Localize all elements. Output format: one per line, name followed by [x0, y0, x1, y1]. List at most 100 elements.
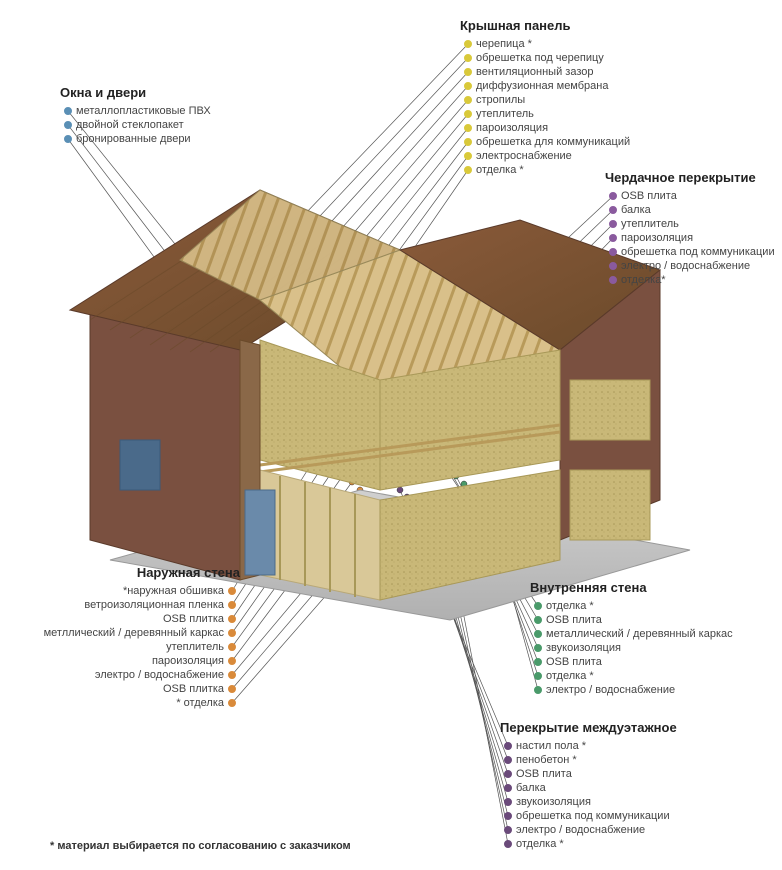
legend-label: отделка * — [476, 163, 524, 177]
legend-label: металлопластиковые ПВХ — [76, 104, 211, 118]
legend-item: OSB плита — [530, 655, 733, 669]
legend-label: метллический / деревянный каркас — [44, 626, 224, 640]
legend-item: настил пола * — [500, 739, 677, 753]
legend-label: электро / водоснабжение — [621, 259, 750, 273]
bullet-icon — [64, 107, 72, 115]
legend-item: стропилы — [460, 93, 630, 107]
legend-item: OSB плитка — [30, 682, 240, 696]
section-attic_floor: Чердачное перекрытие OSB плитабалкаутепли… — [605, 170, 775, 287]
legend-item: электро / водоснабжение — [605, 259, 775, 273]
legend-item: обрешетка для коммуникаций — [460, 135, 630, 149]
legend-label: электро / водоснабжение — [516, 823, 645, 837]
legend-label: пароизоляция — [476, 121, 548, 135]
legend-item: OSB плита — [500, 767, 677, 781]
section-windows_doors: Окна и двери металлопластиковые ПВХдвойно… — [60, 85, 211, 146]
bullet-icon — [64, 135, 72, 143]
legend-label: балка — [516, 781, 546, 795]
bullet-icon — [464, 96, 472, 104]
legend-item: метллический / деревянный каркас — [30, 626, 240, 640]
legend-label: OSB плитка — [163, 682, 224, 696]
bullet-icon — [504, 798, 512, 806]
section-roof_panel: Крышная панель черепица *обрешетка под че… — [460, 18, 630, 177]
legend-item: балка — [500, 781, 677, 795]
legend-item: электроснабжение — [460, 149, 630, 163]
bullet-icon — [504, 784, 512, 792]
legend-label: стропилы — [476, 93, 525, 107]
legend-label: электро / водоснабжение — [546, 683, 675, 697]
legend-item: электро / водоснабжение — [500, 823, 677, 837]
legend-label: OSB плита — [546, 655, 602, 669]
legend-item: двойной стеклопакет — [60, 118, 211, 132]
bullet-icon — [464, 68, 472, 76]
bullet-icon — [464, 138, 472, 146]
bullet-icon — [609, 192, 617, 200]
legend-item: диффузионная мембрана — [460, 79, 630, 93]
bullet-icon — [504, 812, 512, 820]
legend-item: пенобетон * — [500, 753, 677, 767]
legend-label: отделка * — [546, 669, 594, 683]
legend-item: черепица * — [460, 37, 630, 51]
legend-item: электро / водоснабжение — [30, 668, 240, 682]
bullet-icon — [464, 166, 472, 174]
bullet-icon — [609, 220, 617, 228]
section-title: Окна и двери — [60, 85, 211, 100]
legend-item: металлопластиковые ПВХ — [60, 104, 211, 118]
bullet-icon — [534, 630, 542, 638]
legend-item: бронированные двери — [60, 132, 211, 146]
legend-label: обрешетка для коммуникаций — [476, 135, 630, 149]
legend-label: OSB плитка — [163, 612, 224, 626]
legend-label: отделка* — [621, 273, 666, 287]
legend-label: вентиляционный зазор — [476, 65, 593, 79]
bullet-icon — [534, 686, 542, 694]
section-title: Чердачное перекрытие — [605, 170, 775, 185]
bullet-icon — [464, 82, 472, 90]
legend-item: пароизоляция — [460, 121, 630, 135]
bullet-icon — [534, 616, 542, 624]
legend-label: утеплитель — [476, 107, 534, 121]
section-title: Крышная панель — [460, 18, 630, 33]
legend-label: отделка * — [546, 599, 594, 613]
legend-item: утеплитель — [30, 640, 240, 654]
bullet-icon — [228, 587, 236, 595]
legend-item: отделка * — [530, 669, 733, 683]
legend-item: звукоизоляция — [530, 641, 733, 655]
legend-label: обрешетка под черепицу — [476, 51, 604, 65]
legend-item: отделка * — [530, 599, 733, 613]
bullet-icon — [609, 262, 617, 270]
bullet-icon — [228, 601, 236, 609]
legend-item: вентиляционный зазор — [460, 65, 630, 79]
section-exterior_wall: Наружная стена*наружная обшивкаветроизол… — [30, 565, 240, 710]
legend-item: утеплитель — [460, 107, 630, 121]
legend-label: металлический / деревянный каркас — [546, 627, 733, 641]
legend-label: OSB плита — [621, 189, 677, 203]
section-title: Перекрытие междуэтажное — [500, 720, 677, 735]
bullet-icon — [228, 629, 236, 637]
bullet-icon — [609, 248, 617, 256]
legend-label: бронированные двери — [76, 132, 191, 146]
legend-label: утеплитель — [621, 217, 679, 231]
legend-label: * отделка — [176, 696, 224, 710]
bullet-icon — [228, 643, 236, 651]
legend-item: утеплитель — [605, 217, 775, 231]
bullet-icon — [504, 770, 512, 778]
legend-item: отделка* — [605, 273, 775, 287]
legend-item: ветроизоляционная пленка — [30, 598, 240, 612]
legend-item: металлический / деревянный каркас — [530, 627, 733, 641]
bullet-icon — [534, 658, 542, 666]
legend-item: пароизоляция — [605, 231, 775, 245]
legend-item: * отделка — [30, 696, 240, 710]
bullet-icon — [609, 276, 617, 284]
legend-label: балка — [621, 203, 651, 217]
section-title: Наружная стена — [30, 565, 240, 580]
legend-item: OSB плита — [605, 189, 775, 203]
legend-label: OSB плита — [546, 613, 602, 627]
bullet-icon — [228, 657, 236, 665]
bullet-icon — [609, 206, 617, 214]
bullet-icon — [228, 671, 236, 679]
bullet-icon — [609, 234, 617, 242]
bullet-icon — [534, 644, 542, 652]
legend-label: отделка * — [516, 837, 564, 851]
bullet-icon — [464, 110, 472, 118]
legend-label: пароизоляция — [152, 654, 224, 668]
bullet-icon — [228, 685, 236, 693]
